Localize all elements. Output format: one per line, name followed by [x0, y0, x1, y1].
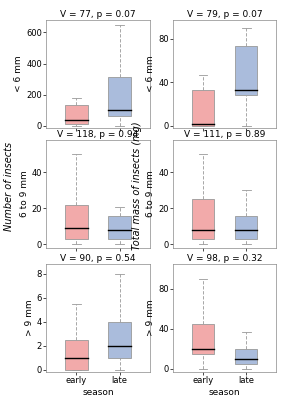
- FancyBboxPatch shape: [192, 200, 214, 239]
- Title: V = 111, p = 0.89: V = 111, p = 0.89: [184, 130, 265, 139]
- Y-axis label: > 9 mm: > 9 mm: [25, 300, 34, 336]
- Y-axis label: 6 to 9 mm: 6 to 9 mm: [146, 171, 155, 217]
- FancyBboxPatch shape: [235, 46, 257, 95]
- FancyBboxPatch shape: [192, 324, 214, 354]
- FancyBboxPatch shape: [65, 340, 88, 370]
- Text: Total mass of insects (mg): Total mass of insects (mg): [132, 122, 142, 250]
- Title: V = 77, p = 0.07: V = 77, p = 0.07: [60, 10, 136, 19]
- FancyBboxPatch shape: [108, 216, 131, 239]
- Title: V = 98, p = 0.32: V = 98, p = 0.32: [187, 254, 262, 263]
- FancyBboxPatch shape: [108, 78, 131, 116]
- Text: Number of insects: Number of insects: [4, 142, 14, 230]
- Title: V = 79, p = 0.07: V = 79, p = 0.07: [187, 10, 262, 19]
- Title: V = 90, p = 0.54: V = 90, p = 0.54: [60, 254, 136, 263]
- FancyBboxPatch shape: [235, 216, 257, 239]
- FancyBboxPatch shape: [108, 322, 131, 358]
- FancyBboxPatch shape: [65, 106, 88, 124]
- Title: V = 118, p = 0.94: V = 118, p = 0.94: [57, 130, 139, 139]
- Y-axis label: < 6 mm: < 6 mm: [14, 56, 23, 92]
- Y-axis label: > 9 mm: > 9 mm: [146, 300, 155, 336]
- FancyBboxPatch shape: [65, 205, 88, 239]
- Y-axis label: < 6 mm: < 6 mm: [146, 56, 155, 92]
- Y-axis label: 6 to 9 mm: 6 to 9 mm: [20, 171, 29, 217]
- X-axis label: season: season: [82, 388, 114, 397]
- X-axis label: season: season: [209, 388, 240, 397]
- FancyBboxPatch shape: [235, 349, 257, 364]
- FancyBboxPatch shape: [192, 90, 214, 126]
